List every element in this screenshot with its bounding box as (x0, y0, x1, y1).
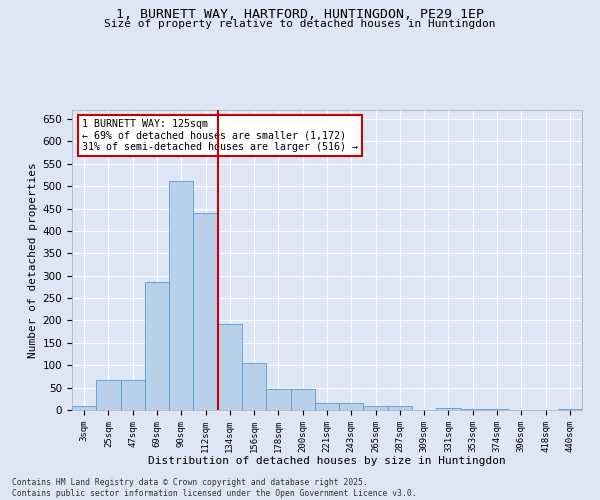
Bar (485, 409, 509, 410)
Bar (96, 380, 121, 410)
Bar (169, 181, 193, 410)
Bar (218, 324, 242, 410)
Bar (436, 408, 461, 410)
Text: 1 BURNETT WAY: 125sqm
← 69% of detached houses are smaller (1,172)
31% of semi-d: 1 BURNETT WAY: 125sqm ← 69% of detached … (82, 119, 358, 152)
Bar (72, 406, 96, 410)
Bar (364, 406, 388, 410)
Text: 1, BURNETT WAY, HARTFORD, HUNTINGDON, PE29 1EP: 1, BURNETT WAY, HARTFORD, HUNTINGDON, PE… (116, 8, 484, 20)
Bar (290, 390, 315, 410)
X-axis label: Distribution of detached houses by size in Huntingdon: Distribution of detached houses by size … (148, 456, 506, 466)
Text: Size of property relative to detached houses in Huntingdon: Size of property relative to detached ho… (104, 19, 496, 29)
Bar (145, 282, 169, 410)
Bar (266, 390, 290, 410)
Bar (242, 362, 266, 410)
Bar (121, 380, 145, 410)
Bar (388, 406, 412, 410)
Y-axis label: Number of detached properties: Number of detached properties (28, 162, 38, 358)
Text: Contains HM Land Registry data © Crown copyright and database right 2025.
Contai: Contains HM Land Registry data © Crown c… (12, 478, 416, 498)
Bar (339, 403, 364, 410)
Bar (315, 403, 339, 410)
Bar (461, 409, 485, 410)
Bar (193, 213, 218, 410)
Bar (558, 408, 582, 410)
